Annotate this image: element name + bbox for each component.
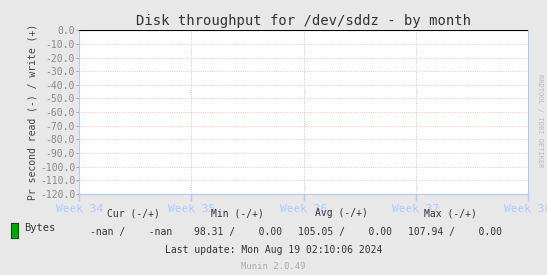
Text: 105.05 /    0.00: 105.05 / 0.00 [298,227,392,237]
Text: Cur (-/+): Cur (-/+) [107,208,160,218]
Text: Bytes: Bytes [25,223,56,233]
Text: 98.31 /    0.00: 98.31 / 0.00 [194,227,282,237]
Text: Max (-/+): Max (-/+) [424,208,477,218]
Text: -nan /    -nan: -nan / -nan [90,227,172,237]
Text: Last update: Mon Aug 19 02:10:06 2024: Last update: Mon Aug 19 02:10:06 2024 [165,245,382,255]
Text: 107.94 /    0.00: 107.94 / 0.00 [408,227,502,237]
Text: Munin 2.0.49: Munin 2.0.49 [241,262,306,271]
Y-axis label: Pr second read (-) / write (+): Pr second read (-) / write (+) [27,24,37,200]
Text: Avg (-/+): Avg (-/+) [315,208,368,218]
Title: Disk throughput for /dev/sddz - by month: Disk throughput for /dev/sddz - by month [136,14,471,28]
Text: Min (-/+): Min (-/+) [211,208,264,218]
Text: RRDTOOL / TOBI OETIKER: RRDTOOL / TOBI OETIKER [537,74,543,168]
